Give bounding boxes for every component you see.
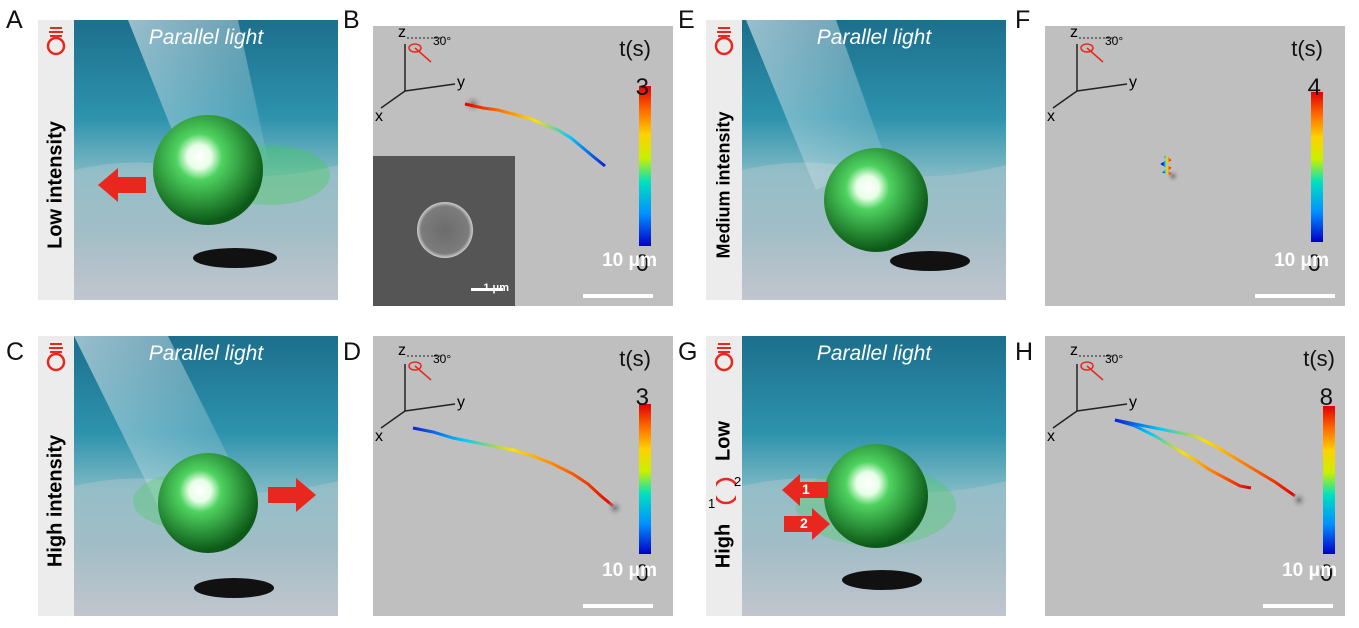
panel-label-f: F [1015,6,1031,34]
time-label: t(s) [1303,346,1335,371]
arrow-1-label: 1 [802,481,810,497]
parallel-light-label: Parallel light [816,26,932,49]
scale-bar-label: 10 μm [602,250,657,271]
scale-bar-label: 10 μm [1274,250,1329,271]
side-bar [706,336,742,616]
light-bulb-icon [44,340,68,374]
axis-x-label: x [375,108,383,125]
axis-z-label: z [1070,26,1078,41]
panel-label-b: B [343,6,360,34]
arrow-2-label: 2 [800,515,808,531]
axis-y-label: y [457,74,465,91]
axis-y-label: y [1129,74,1137,91]
micrograph-f: z 30° y x t(s) 4 0 10 μm [1045,26,1345,306]
scene-a: Low intensity Parallel light [38,20,338,300]
axis-x-label: x [1047,108,1055,125]
angle-label: 30° [433,34,452,48]
scale-bar-label: 10 μm [1282,560,1337,581]
time-label: t(s) [1291,36,1323,61]
axis-z-label: z [398,342,406,359]
colorbar-max: 3 [635,74,649,101]
cycle-2-label: 2 [734,474,742,489]
time-label: t(s) [619,36,651,61]
micrograph-h: z 30° y x t(s) 8 0 10 μm [1045,336,1345,616]
scale-bar-label: 10 μm [602,560,657,581]
intensity-low-label: Low [712,421,735,461]
right-arrow-icon [268,478,316,512]
inset-scale-bar: 1 μm [483,282,509,294]
time-label: t(s) [619,346,651,371]
cycle-arrows-icon [716,477,736,505]
light-bulb-icon [712,340,736,374]
angle-label: 30° [433,352,452,366]
scene-c: High intensity Parallel light [38,336,338,616]
colorbar-min: 0 [1319,560,1333,587]
side-bar [38,336,74,616]
parallel-light-label: Parallel light [148,342,264,365]
intensity-label: Low intensity [44,121,67,249]
intensity-label: Medium intensity [713,111,734,259]
axis-x-label: x [375,428,383,445]
left-arrow-icon [98,168,146,202]
angle-label: 30° [1105,352,1124,366]
colorbar-min: 0 [1307,250,1321,277]
parallel-light-label: Parallel light [816,342,932,365]
panel-label-e: E [678,6,695,34]
parallel-light-label: Parallel light [148,26,264,49]
axis-y-label: y [457,394,465,411]
colorbar-min: 0 [635,250,649,277]
micrograph-b: 1 μm z 30° y x t(s) 3 0 10 μm [373,26,673,306]
angle-label: 30° [1105,34,1124,48]
scene-g: Low High 2 1 Parallel light 1 2 [706,336,1006,616]
panel-label-a: A [6,6,23,34]
cycle-1-label: 1 [708,496,716,511]
left-arrow-icon [782,474,828,506]
intensity-label: High intensity [44,434,67,568]
axis-x-label: x [1047,428,1055,445]
colorbar-max: 8 [1319,384,1333,411]
side-bar [38,20,74,300]
light-bulb-icon [712,24,736,58]
panel-label-h: H [1015,338,1034,366]
colorbar-min: 0 [635,560,649,587]
sem-inset: 1 μm [373,156,515,306]
axis-z-label: z [398,26,406,41]
scene-e: Medium intensity Parallel light [706,20,1006,300]
panel-label-c: C [6,338,25,366]
side-bar [706,20,742,300]
panel-label-g: G [678,338,698,366]
right-arrow-icon [784,508,830,540]
axis-z-label: z [1070,342,1078,359]
intensity-high-label: High [712,523,735,569]
light-bulb-icon [44,24,68,58]
colorbar-max: 3 [635,384,649,411]
colorbar-max: 4 [1307,74,1321,101]
micrograph-d: z 30° y x t(s) 3 0 10 μm [373,336,673,616]
axis-y-label: y [1129,394,1137,411]
panel-label-d: D [343,338,362,366]
